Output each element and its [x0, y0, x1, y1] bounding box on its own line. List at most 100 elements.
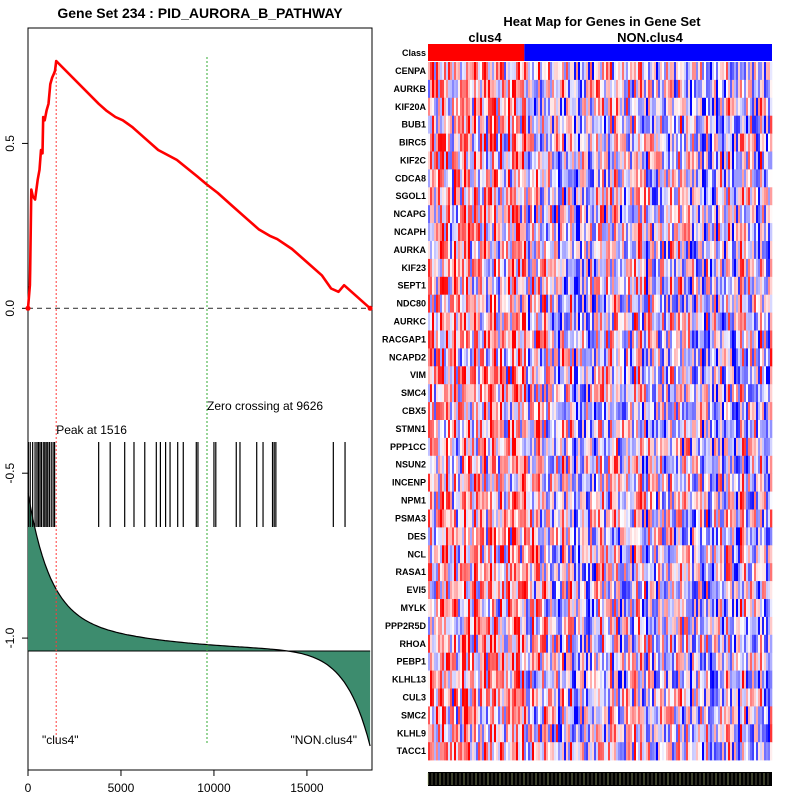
heatmap-cell — [510, 563, 513, 582]
heatmap-cell — [658, 258, 661, 278]
heatmap-cell — [520, 115, 523, 134]
heatmap-cell — [484, 276, 487, 295]
heatmap-cell — [502, 62, 505, 81]
heatmap-cell — [704, 330, 707, 349]
heatmap-cell — [748, 294, 751, 313]
heatmap-cell — [596, 330, 599, 349]
heatmap-cell — [564, 223, 567, 242]
heatmap-cell — [668, 527, 671, 546]
heatmap-cell — [680, 545, 683, 564]
heatmap-cell — [530, 437, 533, 457]
heatmap-cell — [740, 527, 743, 546]
heatmap-cell — [446, 205, 449, 224]
heatmap-cell — [558, 79, 561, 99]
heatmap-cell — [764, 527, 767, 546]
heatmap-cell — [504, 62, 507, 81]
heatmap-cell — [740, 151, 743, 170]
heatmap-cell — [654, 79, 657, 99]
heatmap-cell — [664, 151, 667, 170]
heatmap-cell — [660, 545, 663, 564]
heatmap-cell — [766, 241, 769, 260]
heatmap-cell — [714, 402, 717, 421]
heatmap-cell — [760, 473, 763, 492]
heatmap-cell — [612, 169, 615, 188]
heatmap-cell — [472, 133, 475, 152]
heatmap-cell — [618, 115, 621, 134]
heatmap-cell — [624, 97, 627, 116]
heatmap-cell — [556, 276, 559, 295]
heatmap-cell — [742, 330, 745, 349]
heatmap-cell — [512, 258, 515, 278]
heatmap-cell — [504, 420, 507, 439]
heatmap-cell — [668, 420, 671, 439]
heatmap-cell — [548, 133, 551, 152]
heatmap-cell — [750, 115, 753, 134]
heatmap-cell — [766, 312, 769, 331]
heatmap-cell — [570, 509, 573, 528]
heatmap-cell — [510, 133, 513, 152]
heatmap-cell — [670, 169, 673, 188]
heatmap-cell — [580, 527, 583, 546]
heatmap-cell — [608, 509, 611, 528]
heatmap-cell — [460, 330, 463, 349]
heatmap-cell — [446, 223, 449, 242]
heatmap-cell — [768, 115, 771, 134]
heatmap-cell — [712, 473, 715, 492]
heatmap-cell — [532, 402, 535, 421]
heatmap-cell — [684, 258, 687, 278]
heatmap-cell — [720, 420, 723, 439]
heatmap-cell — [542, 420, 545, 439]
heatmap-cell — [702, 545, 705, 564]
heatmap-cell — [732, 276, 735, 295]
heatmap-cell — [752, 133, 755, 152]
heatmap-cell — [572, 437, 575, 457]
heatmap-cell — [588, 437, 591, 457]
heatmap-cell — [666, 79, 669, 99]
heatmap-cell — [644, 294, 647, 313]
heatmap-cell — [472, 366, 475, 385]
heatmap-cell — [754, 79, 757, 99]
heatmap-cell — [530, 187, 533, 206]
heatmap-cell — [686, 169, 689, 188]
heatmap-cell — [480, 545, 483, 564]
heatmap-cell — [512, 62, 515, 81]
heatmap-cell — [600, 241, 603, 260]
heatmap-cell — [612, 258, 615, 278]
heatmap-cell — [600, 473, 603, 492]
heatmap-cell — [490, 527, 493, 546]
heatmap-cell — [606, 402, 609, 421]
heatmap-cell — [618, 473, 621, 492]
heatmap-cell — [624, 366, 627, 385]
heatmap-cell — [610, 545, 613, 564]
heatmap-cell — [568, 241, 571, 260]
heatmap-cell — [596, 241, 599, 260]
heatmap-cell — [574, 366, 577, 385]
heatmap-cell — [542, 258, 545, 278]
heatmap-cell — [552, 169, 555, 188]
heatmap-cell — [604, 258, 607, 278]
heatmap-cell — [638, 491, 641, 510]
heatmap-cell — [510, 97, 513, 116]
heatmap-cell — [748, 97, 751, 116]
heatmap-cell — [672, 330, 675, 349]
heatmap-cell — [746, 330, 749, 349]
heatmap-cell — [644, 545, 647, 564]
heatmap-cell — [600, 205, 603, 224]
heatmap-cell — [726, 420, 729, 439]
heatmap-cell — [560, 509, 563, 528]
heatmap-cell — [518, 223, 521, 242]
heatmap-cell — [456, 133, 459, 152]
heatmap-cell — [732, 402, 735, 421]
heatmap-cell — [490, 258, 493, 278]
heatmap-cell — [580, 348, 583, 367]
heatmap-cell — [626, 133, 629, 152]
heatmap-cell — [450, 276, 453, 295]
heatmap-cell — [612, 115, 615, 134]
heatmap-cell — [708, 545, 711, 564]
heatmap-cell — [752, 455, 755, 474]
heatmap-cell — [686, 187, 689, 206]
heatmap-cell — [702, 312, 705, 331]
heatmap-cell — [432, 97, 435, 116]
heatmap-cell — [766, 97, 769, 116]
heatmap-cell — [672, 437, 675, 457]
